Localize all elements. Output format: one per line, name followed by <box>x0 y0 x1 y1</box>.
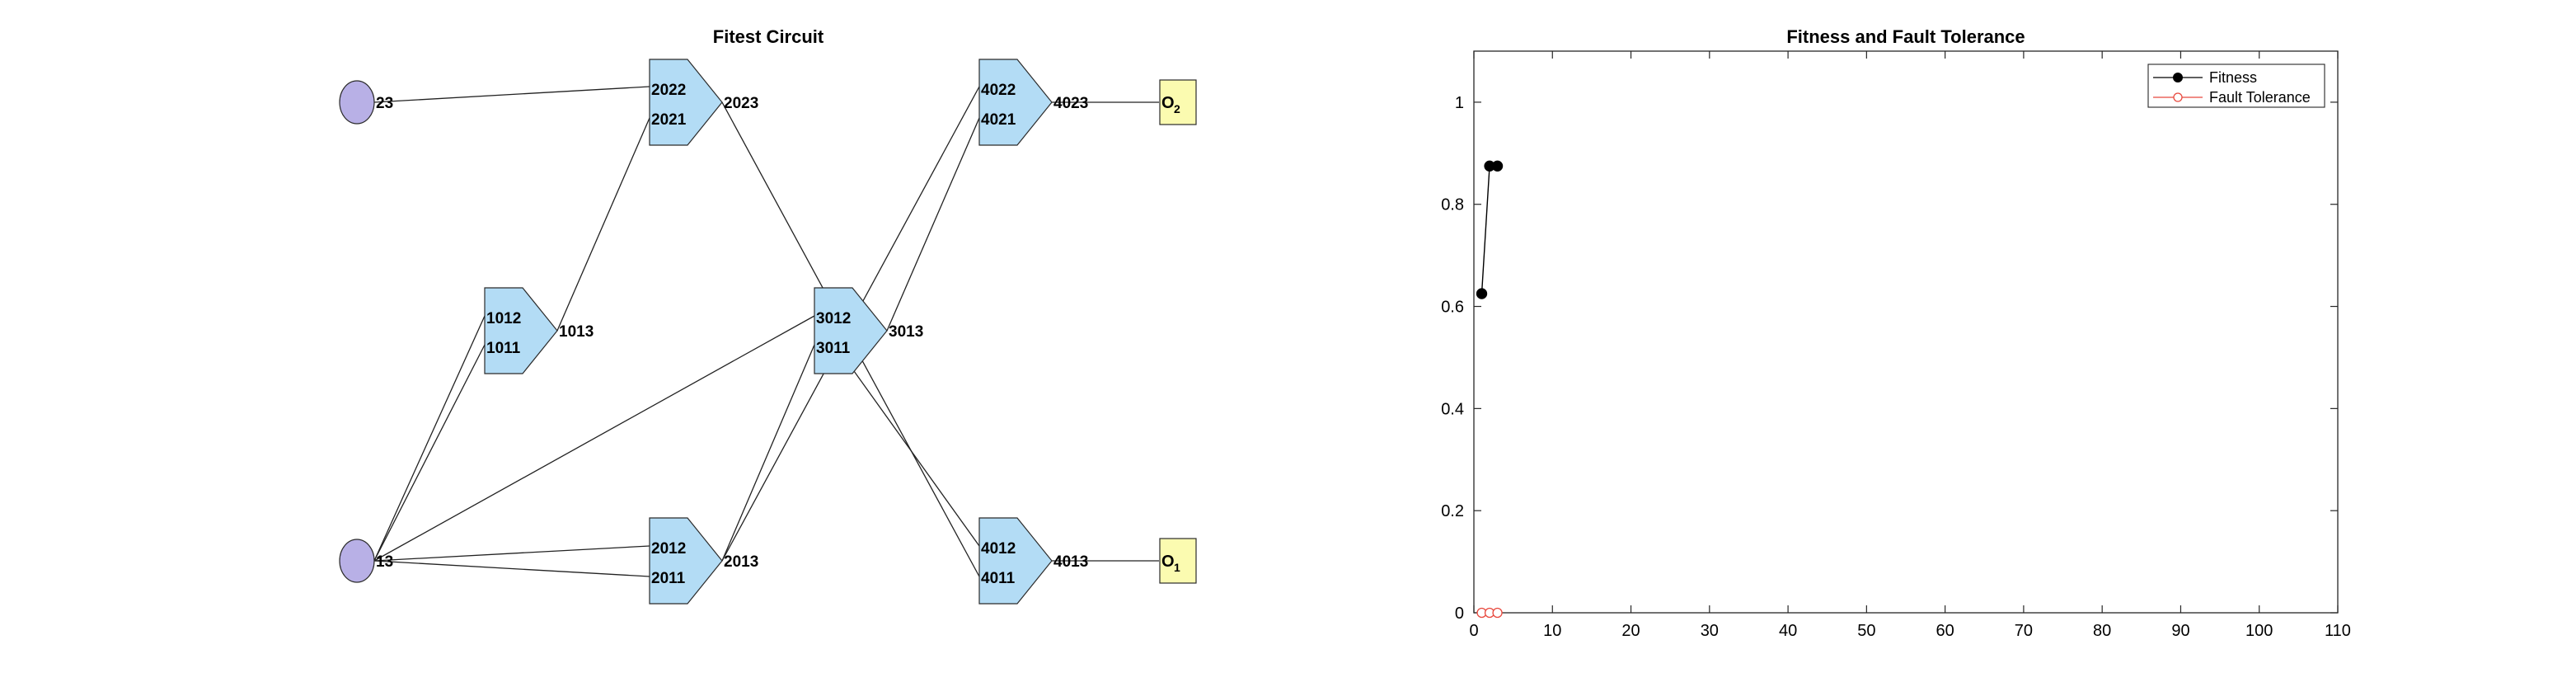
wire-13-3012 <box>373 315 815 562</box>
gate-in1-label: 2022 <box>651 82 686 99</box>
wire-1013-2021 <box>556 117 650 332</box>
output-subscript: 1 <box>1174 561 1180 574</box>
gate-in2-label: 1011 <box>486 340 521 357</box>
gate-in1-label: 4022 <box>981 82 1016 99</box>
gate-in2-label: 3011 <box>816 340 851 357</box>
legend-fault-label: Fault Tolerance <box>2209 89 2311 106</box>
gate-2023: 2022 2021 2023 <box>649 59 758 146</box>
gate-shape <box>649 517 723 605</box>
output-box <box>1159 538 1197 584</box>
wire-23-2022 <box>373 86 650 103</box>
gate-4023: 4022 4021 4023 <box>978 59 1088 146</box>
input-circle <box>339 539 375 583</box>
x-tick-label: 110 <box>2325 622 2351 640</box>
legend-fitness-marker <box>2173 73 2183 82</box>
circuit-title: Fitest Circuit <box>713 26 824 47</box>
legend: Fitness Fault Tolerance <box>2147 64 2325 108</box>
gate-1013: 1012 1011 1013 <box>484 287 594 374</box>
output-subscript: 2 <box>1174 102 1180 115</box>
legend-fitness-label: Fitness <box>2209 69 2257 86</box>
y-tick-label: 0.8 <box>1441 196 1464 214</box>
y-tick-label: 0.4 <box>1441 400 1464 418</box>
gate-in2-label: 4011 <box>981 570 1016 587</box>
y-tick-label: 0.2 <box>1441 502 1464 520</box>
gate-out-label: 2013 <box>724 553 758 571</box>
input-node-13: 13 <box>339 539 393 583</box>
gate-in2-label: 4021 <box>981 111 1016 129</box>
gate-4013: 4012 4011 4013 <box>978 517 1088 605</box>
data-point-fitness <box>1491 160 1504 172</box>
fitness-chart: Fitness and Fault Tolerance 0 10 20 30 40 50 6… <box>1441 26 2351 640</box>
gate-in2-label: 2011 <box>651 570 686 587</box>
gate-in1-label: 1012 <box>486 310 521 327</box>
gate-in1-label: 2012 <box>651 540 686 558</box>
wire-13-2012 <box>373 545 650 562</box>
gate-in1-label: 4012 <box>981 540 1016 558</box>
y-tick-label: 1 <box>1455 94 1464 112</box>
data-point-fault-tolerance <box>1492 607 1503 619</box>
gate-2013: 2012 2011 2013 <box>649 517 758 605</box>
circuit-panel: Fitest Circuit 23 13 <box>339 26 1197 605</box>
series-layer <box>1476 160 1504 619</box>
x-tick-label: 40 <box>1779 622 1797 640</box>
output-label: O <box>1161 553 1175 571</box>
gate-shape <box>978 59 1053 146</box>
wire-3013-4021 <box>886 117 980 332</box>
input-node-23: 23 <box>339 80 393 125</box>
x-tick-label: 50 <box>1857 622 1875 640</box>
y-tick-label: 0 <box>1455 605 1464 623</box>
x-axis: 0 10 20 30 40 50 60 70 80 90 100 110 <box>1469 51 2351 640</box>
input-circle <box>339 80 375 125</box>
x-tick-label: 60 <box>1936 622 1954 640</box>
gate-shape <box>814 287 888 374</box>
gate-in2-label: 2021 <box>651 111 687 129</box>
legend-fault-marker <box>2173 92 2183 102</box>
y-tick-label: 0.6 <box>1441 299 1464 317</box>
wire-13-2011 <box>373 560 650 577</box>
wire-2013-3011 <box>721 344 815 562</box>
x-tick-label: 20 <box>1621 622 1640 640</box>
output-label: O <box>1161 94 1175 112</box>
gate-in1-label: 3012 <box>816 310 851 327</box>
gate-out-label: 4023 <box>1053 95 1088 112</box>
gate-out-label: 2023 <box>724 95 758 112</box>
gate-shape <box>649 59 723 146</box>
input-label: 13 <box>376 553 393 571</box>
gate-out-label: 3013 <box>889 323 923 341</box>
y-axis: 0 0.2 0.4 0.6 0.8 1 <box>1441 94 2338 623</box>
x-tick-label: 0 <box>1469 622 1478 640</box>
gate-shape <box>484 287 558 374</box>
x-tick-label: 90 <box>2171 622 2189 640</box>
x-tick-label: 30 <box>1701 622 1719 640</box>
wire-13-1011 <box>373 344 486 562</box>
x-tick-label: 80 <box>2093 622 2111 640</box>
gate-out-label: 1013 <box>559 323 594 341</box>
output-box <box>1159 79 1197 125</box>
plot-area <box>1473 50 2339 614</box>
output-node-o2: O 2 <box>1159 79 1197 125</box>
x-tick-label: 10 <box>1543 622 1561 640</box>
input-label: 23 <box>376 95 393 112</box>
gate-shape <box>978 517 1053 605</box>
gate-3013: 3012 3011 3013 <box>814 287 923 374</box>
output-node-o1: O 1 <box>1159 538 1197 584</box>
data-point-fitness <box>1476 288 1488 299</box>
x-tick-label: 100 <box>2245 622 2273 640</box>
x-tick-label: 70 <box>2015 622 2033 640</box>
wire-13-1012 <box>373 315 486 562</box>
gate-out-label: 4013 <box>1053 553 1088 571</box>
chart-title: Fitness and Fault Tolerance <box>1786 26 2025 47</box>
